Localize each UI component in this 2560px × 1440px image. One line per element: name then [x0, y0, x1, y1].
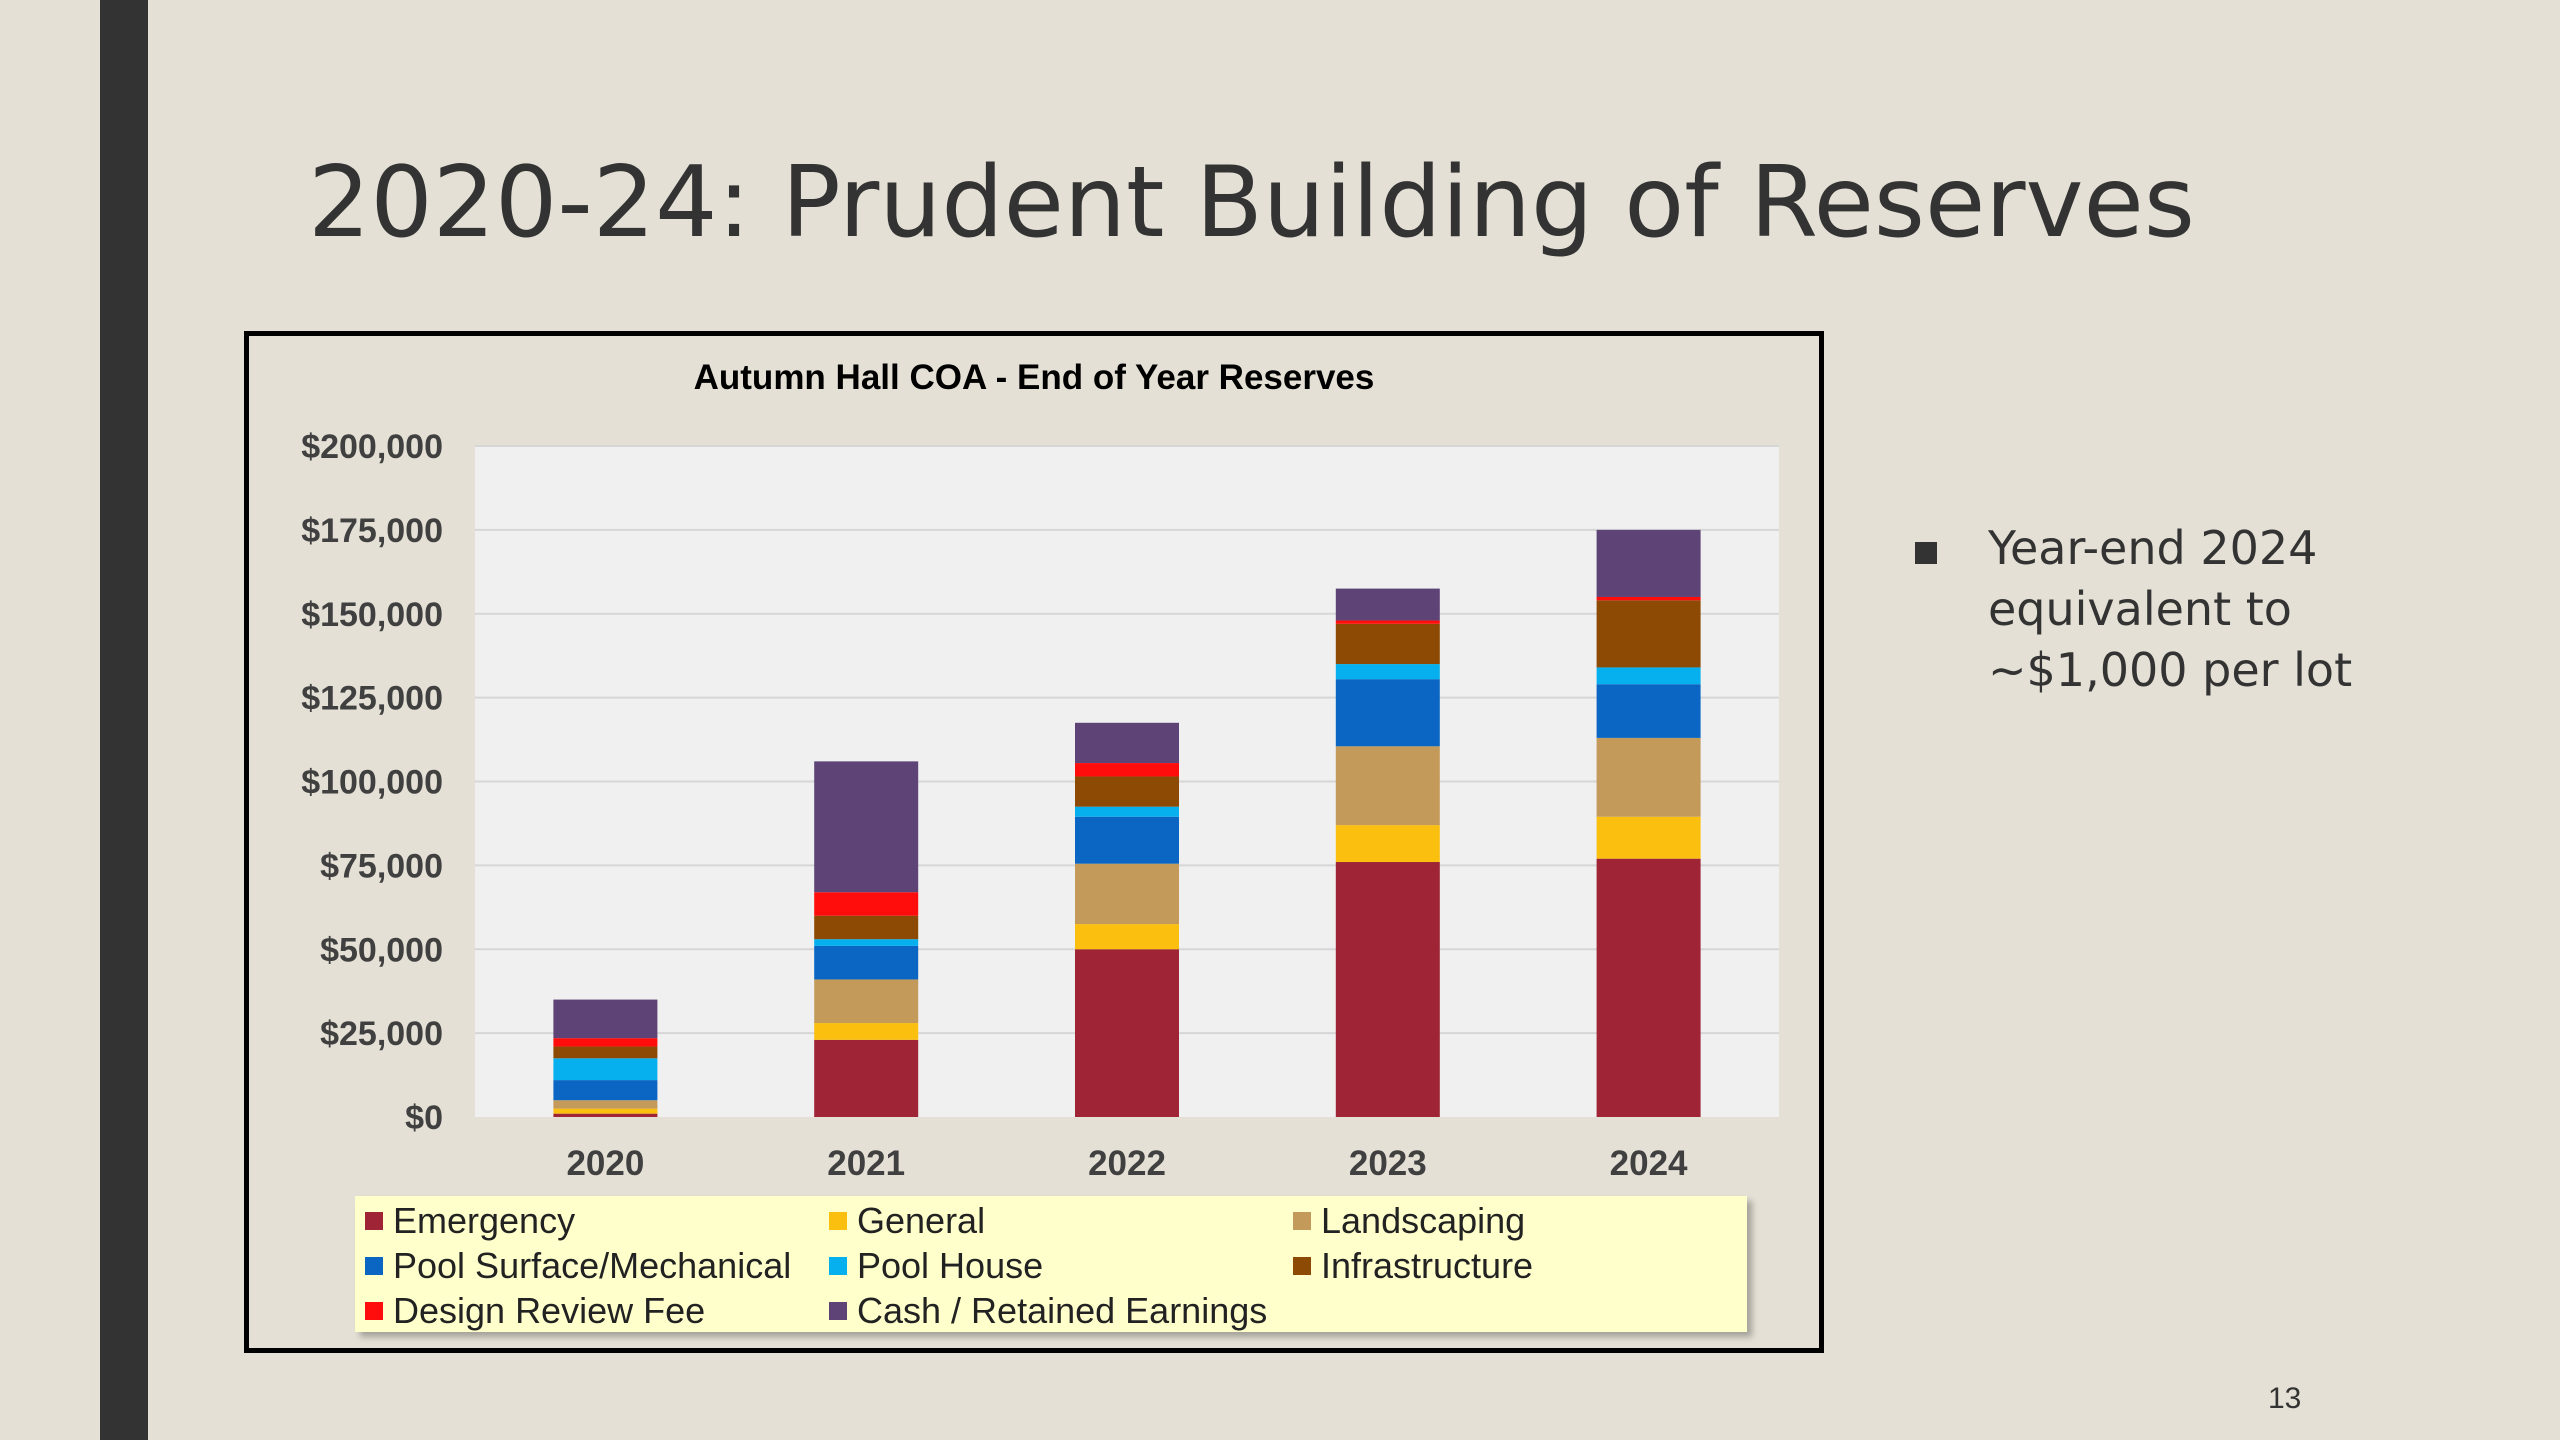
bar-segment: [1075, 776, 1179, 807]
x-tick-label: 2024: [1610, 1144, 1688, 1183]
page-number: 13: [2268, 1382, 2302, 1415]
y-tick-label: $25,000: [320, 1015, 443, 1053]
bar-segment: [553, 1100, 658, 1109]
legend-label: Pool House: [857, 1244, 1044, 1286]
bar-segment: [1596, 667, 1701, 685]
legend-item: Infrastructure: [1283, 1243, 1747, 1288]
bar-segment: [1335, 825, 1440, 863]
bar-segment: [1335, 588, 1440, 621]
x-tick-label: 2020: [566, 1144, 644, 1183]
bar-segment: [814, 979, 919, 1024]
y-axis-ticks: $0 $25,000 $50,000 $75,000 $100,000 $125,000 $…: [301, 428, 443, 1137]
y-tick-label: $150,000: [301, 596, 443, 634]
bar-segment: [1335, 679, 1440, 747]
legend-swatch: [829, 1211, 847, 1230]
legend-item: Pool Surface/Mechanical: [355, 1243, 819, 1288]
bar-segment: [1075, 816, 1179, 864]
legend-swatch: [1293, 1211, 1311, 1230]
legend-label: General: [857, 1199, 986, 1241]
bar-segment: [553, 1080, 658, 1101]
legend-label: Design Review Fee: [393, 1289, 706, 1331]
bar-segment: [814, 1039, 919, 1117]
side-accent-bar: [100, 0, 148, 1440]
x-tick-label: 2023: [1349, 1144, 1427, 1183]
bar-segment: [553, 1113, 658, 1117]
bar-segment: [814, 1023, 919, 1040]
bars: [553, 529, 1701, 1117]
legend-item: General: [819, 1198, 1283, 1243]
bar-segment: [1335, 664, 1440, 680]
bar-segment: [814, 915, 919, 940]
bar-segment: [1075, 924, 1179, 950]
chart-legend: Emergency General Landscaping Pool Surface/…: [355, 1196, 1747, 1332]
chart-frame: Autumn Hall COA - End of Year Reserves $…: [244, 331, 1824, 1353]
chart-title: Autumn Hall COA - End of Year Reserves: [693, 358, 1375, 397]
bar-segment: [1596, 596, 1701, 601]
bar-segment: [814, 945, 919, 980]
x-axis-ticks: 2020 2021 2022 2023 2024: [566, 1144, 1688, 1183]
bar-segment: [1335, 620, 1440, 624]
bar-segment: [1075, 806, 1179, 817]
legend-item: Cash / Retained Earnings: [819, 1288, 1283, 1333]
bullet-text: Year-end 2024 equivalent to ~$1,000 per …: [1988, 521, 2353, 697]
bar-segment: [814, 761, 919, 893]
x-tick-label: 2021: [827, 1144, 905, 1183]
bar-segment: [1075, 863, 1179, 925]
bar-segment: [814, 939, 919, 946]
legend-swatch: [365, 1301, 383, 1320]
stacked-bar-chart: $0 $25,000 $50,000 $75,000 $100,000 $125,000 $…: [301, 428, 1779, 1183]
legend-item: Emergency: [355, 1198, 819, 1243]
bar-segment: [1596, 858, 1701, 1117]
bar-segment: [1596, 684, 1701, 738]
bar-segment: [553, 1058, 658, 1081]
legend-swatch: [829, 1301, 847, 1320]
bar-segment: [1596, 737, 1701, 817]
legend-item: Landscaping: [1283, 1198, 1747, 1243]
bullet-list: Year-end 2024 equivalent to ~$1,000 per …: [1910, 518, 2370, 701]
bar-segment: [1335, 746, 1440, 826]
y-tick-label: $175,000: [301, 512, 443, 550]
bar-segment: [1075, 722, 1179, 764]
legend-label: Landscaping: [1321, 1199, 1526, 1241]
bar-segment: [814, 892, 919, 916]
y-tick-label: $75,000: [320, 847, 443, 885]
legend-label: Pool Surface/Mechanical: [393, 1244, 792, 1286]
x-tick-label: 2022: [1088, 1144, 1166, 1183]
bar-segment: [1335, 862, 1440, 1117]
bar-segment: [1596, 600, 1701, 668]
y-tick-label: $50,000: [320, 931, 443, 969]
bar-segment: [1075, 763, 1179, 777]
legend-label: Infrastructure: [1321, 1244, 1534, 1286]
y-tick-label: $200,000: [301, 428, 443, 466]
legend-swatch: [365, 1211, 383, 1230]
bar-segment: [553, 999, 658, 1039]
y-tick-label: $0: [405, 1099, 443, 1137]
legend-label: Emergency: [393, 1199, 576, 1241]
bar-segment: [553, 1108, 658, 1114]
y-tick-label: $125,000: [301, 680, 443, 718]
legend-swatch: [365, 1256, 383, 1275]
bullet-item: Year-end 2024 equivalent to ~$1,000 per …: [1910, 518, 2370, 701]
bar-segment: [553, 1038, 658, 1047]
bar-segment: [1596, 529, 1701, 597]
bar-segment: [1596, 816, 1701, 859]
bar-segment: [1075, 949, 1179, 1117]
legend-swatch: [829, 1256, 847, 1275]
y-tick-label: $100,000: [301, 764, 443, 802]
bar-segment: [1335, 623, 1440, 665]
legend-item: Design Review Fee: [355, 1288, 819, 1333]
legend-label: Cash / Retained Earnings: [857, 1289, 1268, 1331]
slide-title: 2020-24: Prudent Building of Reserves: [308, 146, 2195, 260]
legend-item: Pool House: [819, 1243, 1283, 1288]
legend-swatch: [1293, 1256, 1311, 1275]
bar-segment: [553, 1046, 658, 1059]
square-bullet-icon: [1915, 542, 1937, 564]
